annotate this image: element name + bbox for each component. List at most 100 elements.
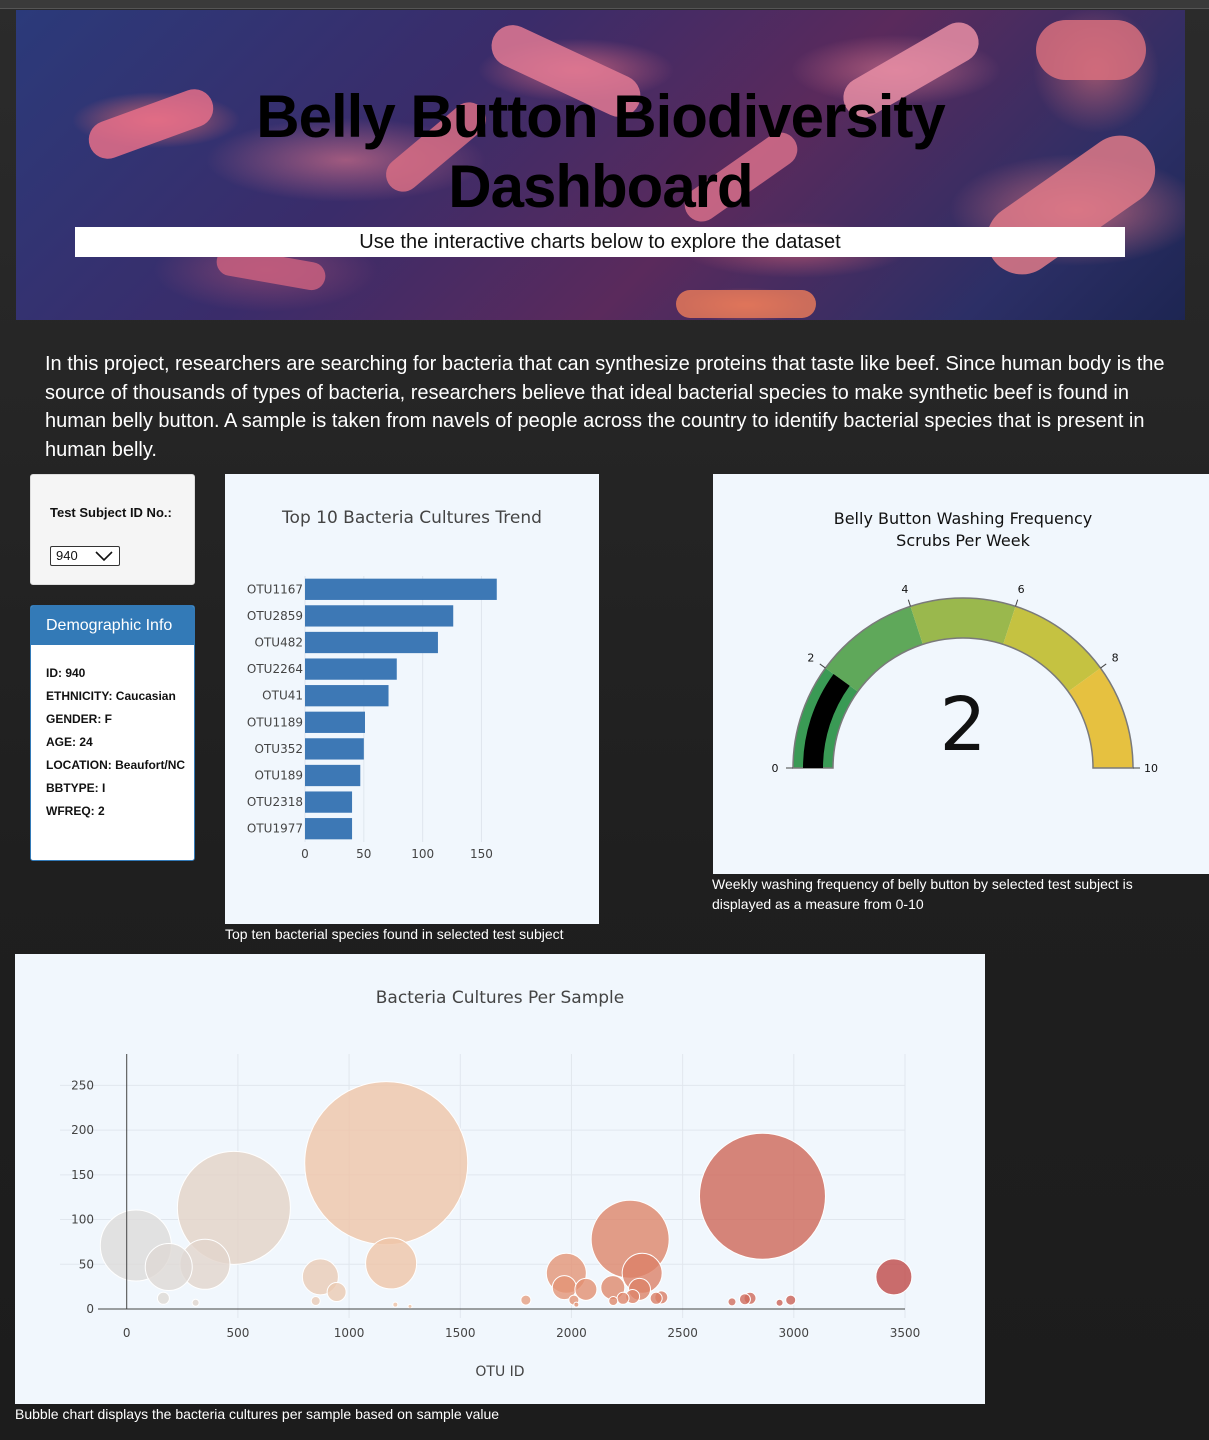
gauge-title-line-1: Belly Button Washing Frequency [834, 509, 1093, 528]
gauge-title-line-2: Scrubs Per Week [896, 531, 1030, 550]
bubble-x-tick-label: 1500 [445, 1326, 476, 1340]
bar-chart-panel: Top 10 Bacteria Cultures Trend OTU1167 OT… [225, 474, 599, 924]
gauge-value-bar [803, 673, 850, 768]
chevron-down-icon [95, 551, 113, 562]
gauge-step [1068, 668, 1133, 768]
subject-id-selected-value: 940 [56, 548, 78, 563]
bubble-point[interactable] [775, 1298, 784, 1307]
bar-chart-title: Top 10 Bacteria Cultures Trend [281, 508, 542, 528]
demo-gender: GENDER: F [46, 712, 112, 726]
page-subtitle: Use the interactive charts below to expl… [75, 227, 1125, 257]
bar[interactable] [305, 738, 364, 760]
page-title-line-1: Belly Button Biodiversity [256, 83, 945, 150]
bar[interactable] [305, 685, 389, 707]
bubble-chart-caption: Bubble chart displays the bacteria cultu… [15, 1406, 500, 1422]
bubble-point[interactable] [191, 1298, 200, 1307]
bubble-point[interactable] [573, 1301, 580, 1308]
bar[interactable] [305, 791, 353, 813]
gauge-tick [1015, 599, 1019, 607]
bubble-point[interactable] [727, 1297, 737, 1307]
gauge-tick [1100, 663, 1107, 669]
bar[interactable] [305, 818, 353, 840]
bubble-x-tick-label: 0 [123, 1326, 131, 1340]
bubble-y-tick-label: 200 [71, 1123, 94, 1137]
gauge-chart[interactable]: Belly Button Washing Frequency Scrubs Pe… [713, 474, 1209, 874]
bubble-point[interactable] [574, 1277, 598, 1301]
bubble-x-tick-label: 3500 [890, 1326, 921, 1340]
demographic-info-body: ID: 940 ETHNICITY: Caucasian GENDER: F A… [31, 645, 194, 818]
window-top-bar [0, 0, 1209, 9]
bar-category-label: OTU1167 [247, 582, 303, 596]
bar[interactable] [305, 605, 454, 627]
gauge-tick-label: 6 [1018, 583, 1025, 596]
gauge-tick [819, 663, 826, 669]
bubble-x-tick-label: 2500 [667, 1326, 698, 1340]
bubble-point[interactable] [407, 1303, 413, 1309]
intro-paragraph: In this project, researchers are searchi… [45, 353, 1165, 461]
demographic-info-panel: Demographic Info ID: 940 ETHNICITY: Cauc… [30, 605, 195, 861]
bubble-x-tick-label: 3000 [779, 1326, 810, 1340]
bubble-y-tick-label: 0 [86, 1302, 94, 1316]
gauge-step [910, 598, 1016, 645]
gauge-value: 2 [939, 682, 986, 768]
bubble-x-tick-label: 1000 [334, 1326, 365, 1340]
bubble-chart-title: Bacteria Cultures Per Sample [376, 988, 624, 1008]
bar-category-label: OTU1977 [247, 822, 303, 836]
gauge-tick [907, 599, 911, 607]
bubble-point[interactable] [326, 1282, 347, 1303]
gauge-tick-label: 4 [901, 583, 908, 596]
bubble-point[interactable] [738, 1293, 751, 1306]
bar-category-label: OTU1189 [247, 715, 303, 729]
bubble-point[interactable] [520, 1294, 532, 1306]
bubble-chart[interactable]: Bacteria Cultures Per Sample 0 500 1000 150… [15, 954, 985, 1404]
gauge-chart-panel: Belly Button Washing Frequency Scrubs Pe… [713, 474, 1209, 874]
bar-chart-caption: Top ten bacterial species found in selec… [225, 926, 564, 942]
bubble-point[interactable] [310, 1295, 321, 1306]
gauge-tick-label: 8 [1112, 651, 1119, 664]
bubble-point[interactable] [392, 1301, 399, 1308]
bubble-point[interactable] [304, 1081, 469, 1246]
bubble-y-tick-label: 50 [79, 1257, 94, 1271]
bubble-point[interactable] [144, 1242, 193, 1291]
gauge-step [825, 606, 923, 692]
demo-age: AGE: 24 [46, 735, 93, 749]
bubble-point[interactable] [649, 1291, 663, 1305]
bubble-point[interactable] [365, 1237, 418, 1290]
demo-wfreq: WFREQ: 2 [46, 804, 105, 818]
subject-selector-card: Test Subject ID No.: 940 [30, 474, 195, 585]
bubble-x-tick-label: 500 [226, 1326, 249, 1340]
bar-x-tick-label: 0 [301, 847, 309, 861]
bar[interactable] [305, 631, 438, 654]
bar-category-label: OTU352 [255, 742, 303, 756]
bubble-point[interactable] [698, 1132, 826, 1260]
bar-category-label: OTU2859 [247, 609, 303, 623]
subject-selector-label: Test Subject ID No.: [50, 505, 172, 520]
bar[interactable] [305, 764, 361, 787]
bubble-y-tick-label: 150 [71, 1168, 94, 1182]
demo-id: ID: 940 [46, 666, 86, 680]
bubble-point[interactable] [608, 1295, 619, 1306]
hero-banner: Belly Button Biodiversity Dashboard Use … [16, 10, 1185, 320]
demographic-info-title: Demographic Info [31, 606, 194, 645]
bar-category-label: OTU2318 [247, 795, 303, 809]
gauge-tick-label: 2 [807, 651, 814, 664]
bubble-chart-xlabel: OTU ID [475, 1364, 524, 1380]
bar-category-label: OTU41 [262, 689, 303, 703]
gauge-tick-label: 0 [772, 762, 779, 775]
bubble-point[interactable] [616, 1291, 630, 1305]
bubble-point[interactable] [176, 1150, 291, 1265]
bar-chart[interactable]: Top 10 Bacteria Cultures Trend OTU1167 OT… [225, 474, 599, 924]
bubble-point[interactable] [156, 1291, 170, 1305]
demo-location: LOCATION: Beaufort/NC [46, 758, 186, 772]
bubble-point[interactable] [785, 1294, 797, 1306]
bar[interactable] [305, 578, 497, 600]
bubble-point[interactable] [875, 1258, 913, 1296]
demo-bbtype: BBTYPE: I [46, 781, 106, 795]
subject-id-select[interactable]: 940 [50, 546, 120, 566]
bar[interactable] [305, 658, 397, 680]
page-title: Belly Button Biodiversity Dashboard [16, 82, 1185, 222]
bar[interactable] [305, 711, 365, 733]
bar-x-tick-label: 100 [411, 847, 434, 861]
bar-category-label: OTU2264 [247, 662, 303, 676]
bar-x-tick-label: 150 [470, 847, 493, 861]
